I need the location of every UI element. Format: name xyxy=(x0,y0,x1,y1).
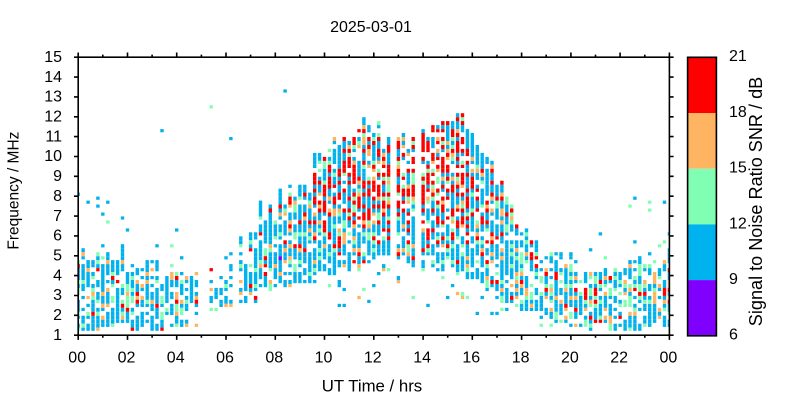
svg-text:00: 00 xyxy=(660,350,678,367)
svg-text:00: 00 xyxy=(68,350,86,367)
svg-text:22: 22 xyxy=(610,350,628,367)
svg-text:06: 06 xyxy=(216,350,234,367)
svg-text:7: 7 xyxy=(53,208,62,225)
svg-text:UT Time / hrs: UT Time / hrs xyxy=(322,376,422,395)
svg-text:9: 9 xyxy=(729,271,738,288)
svg-text:02: 02 xyxy=(118,350,136,367)
svg-text:20: 20 xyxy=(561,350,579,367)
svg-text:18: 18 xyxy=(512,350,530,367)
svg-text:2: 2 xyxy=(53,307,62,324)
svg-text:2025-03-01: 2025-03-01 xyxy=(330,19,412,36)
svg-text:14: 14 xyxy=(413,350,431,367)
svg-text:15: 15 xyxy=(729,160,747,177)
svg-text:10: 10 xyxy=(315,350,333,367)
svg-text:14: 14 xyxy=(44,69,62,86)
svg-text:3: 3 xyxy=(53,287,62,304)
svg-text:12: 12 xyxy=(729,215,747,232)
svg-text:8: 8 xyxy=(53,188,62,205)
svg-text:Signal to Noise Ratio SNR / dB: Signal to Noise Ratio SNR / dB xyxy=(746,77,766,326)
svg-text:Frequency / MHz: Frequency / MHz xyxy=(5,132,22,250)
svg-text:04: 04 xyxy=(167,350,185,367)
svg-text:9: 9 xyxy=(53,168,62,185)
svg-text:15: 15 xyxy=(44,49,62,66)
svg-text:6: 6 xyxy=(53,228,62,245)
svg-text:1: 1 xyxy=(53,327,62,344)
svg-text:16: 16 xyxy=(462,350,480,367)
svg-text:10: 10 xyxy=(44,148,62,165)
svg-text:12: 12 xyxy=(44,109,62,126)
svg-text:12: 12 xyxy=(364,350,382,367)
svg-text:11: 11 xyxy=(45,128,62,145)
svg-text:13: 13 xyxy=(44,89,62,106)
svg-text:4: 4 xyxy=(53,267,62,284)
svg-text:5: 5 xyxy=(53,248,62,265)
svg-text:08: 08 xyxy=(265,350,283,367)
svg-text:6: 6 xyxy=(729,327,738,344)
svg-text:21: 21 xyxy=(729,48,747,65)
svg-text:18: 18 xyxy=(729,104,747,121)
